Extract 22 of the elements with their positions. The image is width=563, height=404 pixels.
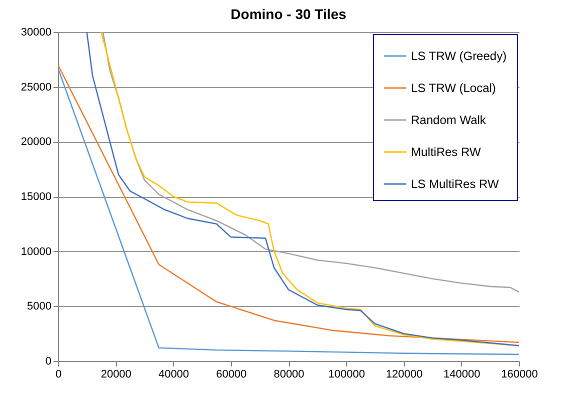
x-tick-label: 160000 <box>501 368 538 380</box>
legend-label: LS TRW (Greedy) <box>411 49 507 63</box>
chart-title: Domino - 30 Tiles <box>230 6 347 22</box>
y-tick-label: 5000 <box>27 300 52 313</box>
x-tick-label: 80000 <box>274 368 304 380</box>
y-tick-label: 15000 <box>20 191 52 203</box>
x-tick-label: 100000 <box>328 368 365 380</box>
legend-label: LS MultiRes RW <box>411 177 500 191</box>
legend-label: MultiRes RW <box>411 145 482 159</box>
y-tick-label: 0 <box>45 356 52 368</box>
y-tick-label: 10000 <box>20 246 52 258</box>
y-tick-label: 20000 <box>20 136 52 148</box>
x-tick-label: 120000 <box>386 368 423 380</box>
y-tick-label: 30000 <box>20 26 52 38</box>
x-tick-label: 0 <box>55 368 62 380</box>
x-tick-label: 140000 <box>444 368 480 380</box>
x-tick-label: 20000 <box>100 368 132 380</box>
y-tick-label: 25000 <box>20 81 52 94</box>
legend-label: LS TRW (Local) <box>411 81 496 95</box>
legend-label: Random Walk <box>411 113 487 127</box>
x-tick-label: 60000 <box>216 368 247 380</box>
x-tick-label: 40000 <box>158 368 190 380</box>
